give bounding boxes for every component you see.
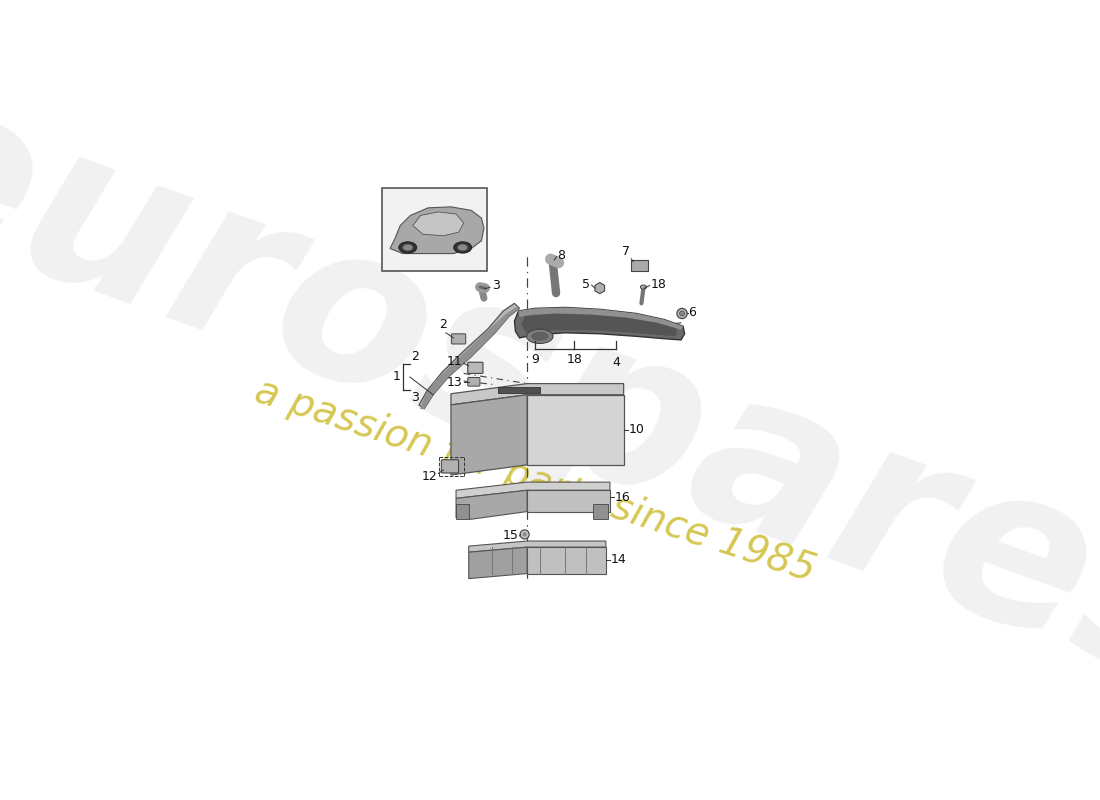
Text: 12: 12 [421, 470, 437, 482]
Polygon shape [498, 386, 540, 393]
FancyBboxPatch shape [451, 334, 465, 344]
Text: 4: 4 [612, 356, 620, 369]
Bar [383, 187, 486, 271]
Text: a passion for parts since 1985: a passion for parts since 1985 [250, 372, 820, 590]
Ellipse shape [399, 242, 417, 253]
Text: 7: 7 [623, 245, 630, 258]
FancyBboxPatch shape [468, 378, 480, 386]
Polygon shape [521, 314, 676, 336]
Ellipse shape [454, 242, 472, 253]
Text: 1: 1 [393, 370, 400, 383]
Polygon shape [419, 303, 519, 409]
Text: 18: 18 [566, 353, 582, 366]
Text: 8: 8 [558, 249, 565, 262]
Text: 3: 3 [410, 390, 419, 404]
Text: 2: 2 [410, 350, 419, 363]
Polygon shape [518, 307, 683, 330]
Text: 15: 15 [503, 530, 518, 542]
Polygon shape [390, 207, 484, 254]
Polygon shape [469, 547, 527, 578]
Text: 5: 5 [582, 278, 590, 290]
Polygon shape [456, 505, 469, 518]
Polygon shape [469, 541, 606, 552]
Ellipse shape [403, 244, 412, 250]
Ellipse shape [680, 311, 684, 316]
Polygon shape [412, 212, 464, 236]
FancyBboxPatch shape [441, 460, 459, 473]
FancyBboxPatch shape [468, 362, 483, 374]
Polygon shape [456, 482, 609, 498]
Text: 11: 11 [447, 355, 463, 368]
Ellipse shape [676, 309, 688, 318]
Text: 10: 10 [629, 422, 645, 436]
Polygon shape [527, 394, 624, 465]
Polygon shape [593, 505, 608, 518]
Polygon shape [451, 394, 527, 475]
Text: 14: 14 [610, 554, 627, 566]
Polygon shape [527, 490, 609, 511]
Ellipse shape [458, 244, 468, 250]
Text: 3: 3 [492, 279, 499, 292]
Ellipse shape [640, 285, 647, 289]
Ellipse shape [520, 530, 529, 539]
Polygon shape [515, 307, 684, 340]
Ellipse shape [531, 332, 549, 341]
Text: 18: 18 [650, 278, 667, 290]
Text: 16: 16 [615, 491, 630, 504]
Polygon shape [456, 490, 527, 519]
Text: 9: 9 [531, 353, 539, 366]
Text: 6: 6 [689, 306, 696, 319]
Text: 13: 13 [447, 375, 463, 389]
Polygon shape [527, 547, 606, 574]
Polygon shape [451, 383, 624, 405]
Ellipse shape [527, 330, 553, 343]
Polygon shape [420, 307, 519, 409]
Bar [631, 260, 648, 271]
Text: 2: 2 [439, 318, 448, 331]
Text: eurospares: eurospares [0, 54, 1100, 736]
Ellipse shape [522, 532, 527, 537]
